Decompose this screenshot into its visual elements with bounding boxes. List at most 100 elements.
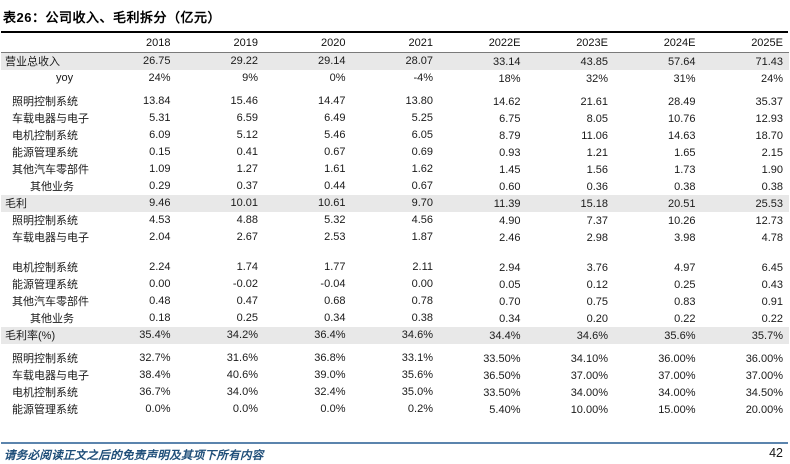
table-cell: 1.45 — [499, 164, 521, 176]
table-cell: 26.75 — [89, 52, 177, 70]
row-label: 毛利率(%) — [1, 326, 89, 344]
table-row: 车载电器与电子 2.04 2.67 2.53 1.87 2.46 2.98 3.98 4.78 — [1, 229, 789, 246]
table-cell: 13.84 — [142, 95, 171, 107]
table-cell: 6.45 — [761, 262, 783, 274]
column-header: 2021 — [351, 33, 439, 53]
table-cell: 37.00% — [570, 370, 608, 382]
corner-cell — [1, 33, 89, 53]
table-cell: 35.7% — [701, 326, 789, 344]
table-cell: 32.4% — [314, 386, 346, 398]
table-cell: 0.44 — [324, 180, 346, 192]
table-row: 照明控制系统 32.7% 31.6% 36.8% 33.1% 33.50% 34.10% 36… — [1, 344, 789, 367]
table-cell: 10.00% — [570, 404, 608, 416]
table-cell: 14.47 — [317, 95, 346, 107]
table-cell: 11.06 — [581, 130, 608, 142]
row-label: 其他业务 — [30, 181, 74, 193]
table-cell: 34.4% — [439, 326, 527, 344]
table-cell: 0.60 — [499, 181, 521, 193]
table-cell: 2.24 — [149, 261, 171, 273]
table-cell: 2.15 — [761, 147, 783, 159]
table-cell: 5.40% — [489, 404, 521, 416]
table-cell: 5.25 — [411, 112, 433, 124]
table-cell: 1.87 — [411, 231, 433, 243]
table-cell: 28.49 — [667, 96, 696, 108]
table-cell: 12.93 — [755, 113, 783, 125]
table-cell: 35.4% — [89, 326, 177, 344]
table-cell: 32% — [585, 73, 608, 85]
table-header-row: 2018 2019 2020 2021 2022E 2023E 2024E 2025E — [1, 33, 789, 53]
table-cell: 35.0% — [401, 386, 433, 398]
table-cell: 3.98 — [674, 232, 696, 244]
table-cell: 0.67 — [411, 180, 433, 192]
table-cell: 11.39 — [439, 194, 527, 212]
table-cell: 34.00% — [658, 387, 696, 399]
table-cell: 1.90 — [761, 164, 783, 176]
revenue-profit-table: 2018 2019 2020 2021 2022E 2023E 2024E 2025E 营业总… — [1, 33, 789, 418]
table-cell: 1.61 — [324, 163, 346, 175]
row-label: 车载电器与电子 — [12, 113, 89, 125]
row-label: 车载电器与电子 — [12, 232, 89, 244]
table-cell: 0.25 — [236, 312, 258, 324]
table-row: 毛利 9.46 10.01 10.61 9.70 11.39 15.18 20.51 25.53 — [1, 194, 789, 212]
table-cell: 15.00% — [658, 404, 696, 416]
table-cell: 3.76 — [586, 262, 608, 274]
table-cell: 0.05 — [499, 279, 521, 291]
table-cell: 1.73 — [674, 164, 696, 176]
table-cell: 29.14 — [264, 52, 352, 70]
table-cell: 1.77 — [324, 261, 346, 273]
row-label: 电机控制系统 — [12, 262, 78, 274]
table-cell: 0.00 — [411, 278, 433, 290]
table-cell: 12.73 — [755, 215, 783, 227]
table-cell: 8.05 — [586, 113, 608, 125]
table-cell: 4.97 — [674, 262, 696, 274]
table-cell: 9.70 — [351, 194, 439, 212]
table-row: 其他业务 0.29 0.37 0.44 0.67 0.60 0.36 0.38 0.38 — [1, 178, 789, 195]
table-row: 电机控制系统 36.7% 34.0% 32.4% 35.0% 33.50% 34.00% 34… — [1, 384, 789, 401]
table-cell: 0.00 — [149, 278, 171, 290]
table-cell: 0.15 — [149, 146, 171, 158]
table-row: 其他汽车零部件 0.48 0.47 0.68 0.78 0.70 0.75 0.83 0.91 — [1, 293, 789, 310]
table-cell: 0.38 — [674, 181, 696, 193]
page-footer: 请务必阅读正文之后的免责声明及其项下所有内容 42 — [1, 442, 788, 462]
table-row: 营业总收入 26.75 29.22 29.14 28.07 33.14 43.85 57.64… — [1, 52, 789, 70]
table-cell: 9.46 — [89, 194, 177, 212]
page-number: 42 — [769, 446, 783, 460]
table-cell: -0.04 — [320, 278, 346, 290]
table-cell: 0.2% — [407, 403, 433, 415]
table-cell: 0.48 — [149, 295, 171, 307]
table-cell: 4.90 — [499, 215, 521, 227]
row-label: 能源管理系统 — [12, 279, 78, 291]
table-cell: 36.00% — [658, 353, 696, 365]
table-cell: 0.25 — [674, 279, 696, 291]
table-cell: 0.12 — [586, 279, 608, 291]
table-cell: 0.69 — [411, 146, 433, 158]
table-cell: 1.62 — [411, 163, 433, 175]
table-cell: 31.6% — [226, 352, 258, 364]
table-cell: 21.61 — [580, 96, 608, 108]
table-cell: 35.6% — [401, 369, 433, 381]
table-cell: 34.00% — [570, 387, 608, 399]
table-row: yoy 24% 9% 0% -4% 18% 32% 31% 24% — [1, 70, 789, 87]
table-cell: 2.67 — [236, 231, 258, 243]
table-cell: 1.74 — [236, 261, 258, 273]
table-cell: 4.78 — [761, 232, 783, 244]
table-cell: 7.37 — [586, 215, 608, 227]
table-row: 车载电器与电子 5.31 6.59 6.49 5.25 6.75 8.05 10.76 12.9… — [1, 110, 789, 127]
table-cell: 2.94 — [499, 262, 521, 274]
table-cell: 0.34 — [324, 312, 346, 324]
table-cell: 37.00% — [658, 370, 696, 382]
table-cell: 2.98 — [586, 232, 608, 244]
column-header: 2019 — [176, 33, 264, 53]
table-cell: 18% — [498, 73, 521, 85]
table-cell: 13.80 — [405, 95, 433, 107]
table-cell: 0.75 — [586, 296, 608, 308]
table-cell: 2.04 — [149, 231, 171, 243]
table-cell: 0.36 — [586, 181, 608, 193]
row-label: 车载电器与电子 — [12, 370, 89, 382]
table-cell: 0.47 — [236, 295, 258, 307]
table-cell: 0.18 — [149, 312, 171, 324]
table-cell: 5.32 — [324, 214, 346, 226]
table-row: 毛利率(%) 35.4% 34.2% 36.4% 34.6% 34.4% 34.6% 35.6… — [1, 326, 789, 344]
table-cell: 4.88 — [236, 214, 258, 226]
